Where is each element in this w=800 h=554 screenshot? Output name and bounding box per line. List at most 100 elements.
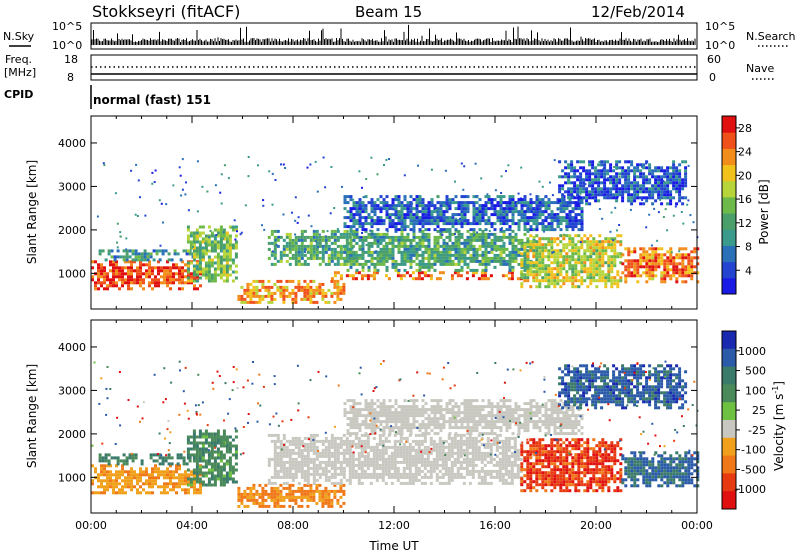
power-cell: [529, 219, 533, 223]
power-cell: [246, 288, 250, 292]
power-cell: [478, 198, 482, 202]
velocity-cell: [213, 441, 217, 445]
colorbar-frame: [721, 115, 737, 295]
velocity-cell: [193, 479, 196, 483]
power-cell: [400, 232, 404, 236]
power-cell: [109, 281, 112, 285]
power-cell: [385, 216, 389, 220]
velocity-cell: [264, 483, 268, 487]
power-cell: [342, 232, 346, 236]
velocity-cell: [151, 470, 154, 474]
power-cell: [430, 265, 434, 269]
velocity-cell: [246, 504, 250, 508]
power-cell: [358, 216, 362, 220]
power-cell: [475, 201, 479, 205]
power-cell: [687, 259, 691, 263]
power-cell: [255, 279, 259, 283]
power-cell: [370, 256, 374, 260]
power-cell: [565, 234, 569, 238]
power-cell: [538, 270, 542, 274]
power-cell: [191, 246, 194, 248]
power-cell: [505, 170, 507, 173]
cpid-label: CPID: [4, 88, 33, 101]
velocity-cell: [204, 474, 208, 478]
power-cell: [469, 222, 473, 226]
power-cell: [553, 255, 557, 259]
power-cell: [538, 213, 542, 217]
power-cell: [532, 219, 536, 223]
power-cell: [493, 213, 497, 217]
power-cell: [574, 267, 578, 271]
power-cell: [339, 288, 343, 292]
power-cell: [106, 287, 109, 291]
power-cell: [364, 228, 368, 232]
power-cell: [454, 235, 458, 239]
power-cell: [609, 230, 612, 233]
power-cell: [406, 256, 410, 260]
power-cell: [505, 253, 509, 257]
power-cell: [672, 178, 676, 182]
power-cell: [345, 262, 349, 266]
power-cell: [648, 169, 652, 173]
power-cell: [613, 261, 617, 265]
velocity-cell: [300, 504, 304, 508]
power-cell: [496, 219, 500, 223]
power-cell: [114, 192, 117, 195]
power-cell: [376, 262, 380, 266]
power-cell: [379, 250, 383, 254]
power-cell: [442, 250, 446, 254]
power-cell: [178, 278, 181, 282]
power-cell: [143, 258, 147, 262]
power-cell: [291, 244, 295, 248]
power-cell: [262, 204, 265, 207]
power-cell: [585, 190, 589, 194]
power-cell: [94, 260, 97, 264]
power-cell: [268, 170, 271, 173]
power-cell: [582, 160, 586, 164]
power-cell: [547, 282, 551, 286]
power-cell: [285, 244, 289, 248]
power-cell: [195, 273, 199, 277]
power-cell: [490, 244, 494, 248]
power-cell: [201, 237, 205, 241]
power-cell: [361, 207, 365, 211]
velocity-cell: [167, 456, 171, 460]
power-cell: [538, 246, 542, 250]
power-cell: [606, 178, 610, 182]
power-cell: [427, 201, 431, 205]
power-cell: [609, 175, 613, 179]
power-cell: [558, 190, 562, 194]
power-cell: [397, 219, 401, 223]
power-cell: [535, 222, 539, 226]
power-cell: [511, 247, 515, 251]
power-cell: [427, 262, 431, 266]
power-cell: [103, 272, 106, 276]
power-cell: [579, 160, 583, 164]
power-cell: [358, 247, 362, 251]
power-cell: [190, 272, 193, 276]
power-cell: [201, 252, 205, 256]
power-cell: [303, 291, 307, 295]
power-cell: [561, 196, 565, 200]
power-cell: [204, 237, 208, 241]
power-cell: [285, 232, 289, 236]
power-cell: [576, 187, 580, 191]
power-cell: [523, 232, 527, 236]
power-cell: [619, 279, 623, 283]
power-cell: [370, 219, 374, 223]
power-cell: [300, 250, 304, 254]
power-cell: [526, 273, 530, 277]
velocity-cell: [187, 491, 190, 495]
power-cell: [418, 265, 422, 269]
velocity-cell: [222, 462, 226, 466]
power-cell: [598, 249, 602, 253]
power-cell: [472, 219, 476, 223]
velocity-cell: [100, 464, 103, 468]
power-cell: [547, 240, 551, 244]
power-cell: [297, 262, 301, 266]
power-cell: [663, 253, 667, 257]
power-cell: [185, 252, 189, 256]
power-cell: [499, 195, 503, 199]
velocity-cell: [127, 482, 130, 486]
